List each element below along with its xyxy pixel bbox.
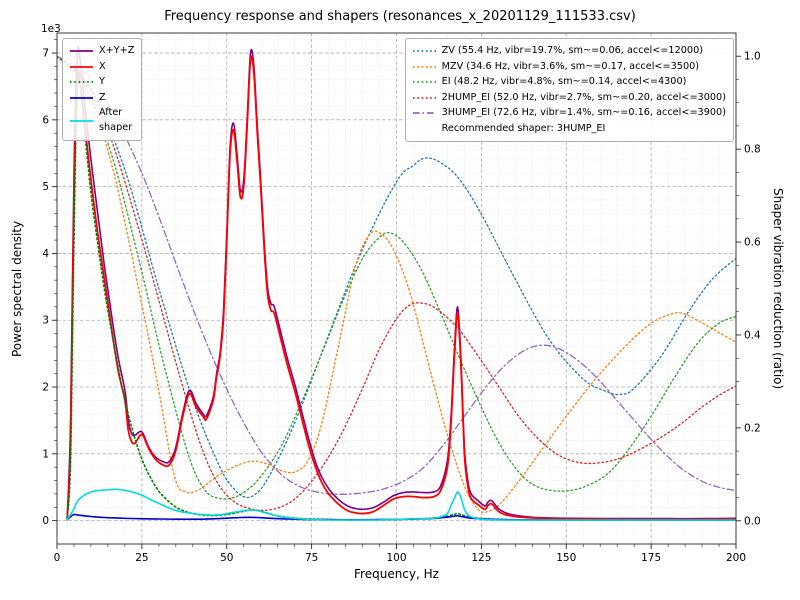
- series-after-shaper: [66, 488, 736, 521]
- series-y: [66, 68, 736, 521]
- legend-item: 3HUMP_EI (72.6 Hz, vibr=1.4%, sm~=0.16, …: [412, 106, 726, 121]
- legend-item: Y: [69, 75, 134, 90]
- series-mzv: [57, 55, 736, 514]
- y-tick-label-left: 3: [42, 315, 49, 327]
- legend-line-sample: [70, 50, 93, 53]
- legend-item-label: MZV (34.6 Hz, vibr=3.6%, sm~=0.17, accel…: [441, 60, 700, 72]
- legend-item-label: After shaper: [99, 107, 133, 133]
- series-ei: [57, 55, 736, 500]
- legend-psd: X+Y+Z X Y Z After shaper: [62, 38, 143, 142]
- y-tick-label-left: 6: [42, 114, 49, 126]
- legend-item-label: 3HUMP_EI (72.6 Hz, vibr=1.4%, sm~=0.16, …: [441, 107, 726, 119]
- legend-line-sample: [412, 97, 436, 99]
- legend-shapers: ZV (55.4 Hz, vibr=19.7%, sm~=0.06, accel…: [404, 38, 734, 143]
- legend-line-sample: [70, 119, 93, 122]
- legend-line-sample: [412, 50, 436, 53]
- y-tick-label-right: 0.0: [744, 515, 761, 527]
- series-x-y-z: [66, 45, 736, 520]
- x-tick-label: 75: [305, 552, 318, 564]
- x-tick-label: 175: [641, 552, 661, 564]
- legend-line-sample: [70, 81, 93, 84]
- y-tick-label-left: 1: [42, 448, 49, 460]
- legend-item-label: X: [99, 60, 106, 72]
- x-tick-label: 50: [220, 552, 233, 564]
- x-axis-label: Frequency, Hz: [354, 567, 439, 581]
- legend-item: ZV (55.4 Hz, vibr=19.7%, sm~=0.06, accel…: [412, 44, 726, 59]
- x-tick-label: 200: [726, 552, 746, 564]
- legend-item: MZV (34.6 Hz, vibr=3.6%, sm~=0.17, accel…: [412, 60, 726, 75]
- legend-line-sample: [70, 97, 93, 99]
- y-tick-label-right: 0.2: [744, 422, 761, 434]
- y-axis-label-right: Shaper vibration reduction (ratio): [771, 187, 785, 390]
- x-tick-label: 150: [556, 552, 576, 564]
- y-tick-label-left: 0: [42, 515, 49, 527]
- legend-item: 2HUMP_EI (52.0 Hz, vibr=2.7%, sm~=0.20, …: [412, 91, 726, 106]
- legend-item-label: Z: [99, 91, 106, 103]
- legend-item: X: [69, 60, 134, 75]
- y-tick-label-left: 7: [42, 48, 49, 60]
- y-tick-label-right: 0.8: [744, 144, 761, 156]
- legend-line-sample: [70, 65, 93, 68]
- x-tick-label: 125: [471, 552, 491, 564]
- legend-item-label: EI (48.2 Hz, vibr=4.8%, sm~=0.14, accel<…: [441, 76, 687, 88]
- y-tick-label-right: 1.0: [744, 51, 761, 63]
- legend-item: After shaper: [69, 106, 134, 135]
- x-tick-label: 100: [386, 552, 406, 564]
- legend-item-label: X+Y+Z: [99, 45, 135, 56]
- legend-item-label: Y: [99, 76, 105, 88]
- legend-line-sample: [412, 81, 436, 84]
- legend-item-label: ZV (55.4 Hz, vibr=19.7%, sm~=0.06, accel…: [441, 45, 704, 56]
- x-tick-label: 25: [135, 552, 148, 564]
- y-tick-label-right: 0.6: [744, 237, 761, 249]
- chart-title: Frequency response and shapers (resonanc…: [164, 9, 636, 24]
- y-axis-label-left: Power spectral density: [10, 220, 24, 357]
- legend-line-sample: [412, 112, 436, 115]
- legend-item: Z: [69, 91, 134, 106]
- y-tick-label-left: 2: [42, 382, 49, 394]
- x-tick-label: 0: [54, 552, 61, 564]
- legend-item: EI (48.2 Hz, vibr=4.8%, sm~=0.14, accel<…: [412, 75, 726, 90]
- series-3hump-ei: [57, 55, 736, 495]
- legend-item-label: 2HUMP_EI (52.0 Hz, vibr=2.7%, sm~=0.20, …: [441, 91, 726, 103]
- legend-item: X+Y+Z: [69, 44, 134, 59]
- y-tick-label-right: 0.4: [744, 329, 761, 341]
- y-axis-offset-label: 1e3: [41, 23, 61, 35]
- y-tick-label-left: 5: [42, 181, 49, 193]
- series-x: [66, 55, 736, 521]
- legend-line-sample: [412, 65, 436, 68]
- y-tick-label-left: 4: [42, 248, 49, 260]
- legend-recommended-note: Recommended shaper: 3HUMP_EI: [441, 122, 606, 134]
